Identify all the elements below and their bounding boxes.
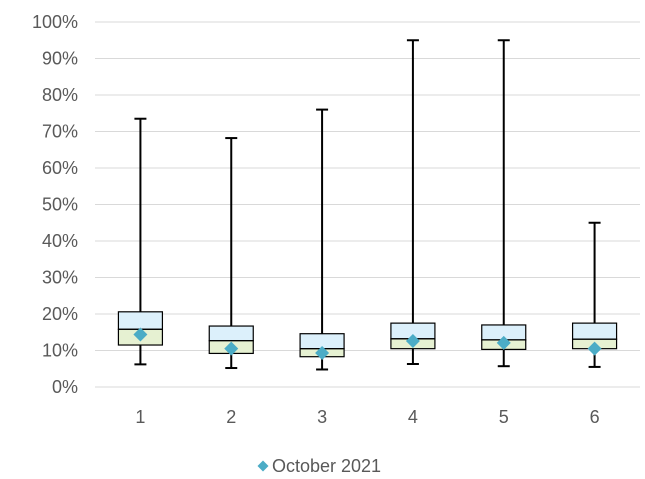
legend-marker-diamond [257, 460, 269, 472]
data-point-marker [587, 341, 602, 356]
legend: October 2021 [257, 456, 381, 476]
x-tick-label: 5 [499, 407, 509, 427]
x-tick-label: 6 [590, 407, 600, 427]
y-tick-label: 80% [42, 85, 78, 105]
y-tick-label: 40% [42, 231, 78, 251]
y-tick-label: 10% [42, 341, 78, 361]
x-tick-label: 3 [317, 407, 327, 427]
data-point-marker [315, 346, 330, 361]
gridlines [95, 21, 640, 388]
box-2 [208, 137, 254, 370]
box-upper-quartile [571, 322, 618, 340]
x-axis-tick-labels: 1 2 3 4 5 6 [135, 407, 599, 427]
legend-label: October 2021 [272, 456, 381, 476]
y-tick-label: 50% [42, 195, 78, 215]
x-tick-label: 1 [135, 407, 145, 427]
box-upper-quartile [117, 311, 164, 330]
box-4 [390, 39, 436, 366]
box-1 [117, 117, 164, 366]
y-tick-label: 70% [42, 122, 78, 142]
y-tick-label: 60% [42, 158, 78, 178]
october-2021-markers [133, 327, 602, 361]
data-point-marker [405, 334, 420, 349]
x-tick-label: 4 [408, 407, 418, 427]
box-3 [299, 108, 345, 371]
y-tick-label: 100% [32, 12, 78, 32]
data-point-marker [224, 341, 239, 356]
y-tick-label: 30% [42, 268, 78, 288]
data-point-marker [496, 335, 511, 350]
y-tick-label: 20% [42, 304, 78, 324]
box-5 [481, 39, 527, 368]
data-point-marker [133, 327, 148, 342]
x-tick-label: 2 [226, 407, 236, 427]
y-tick-label: 90% [42, 49, 78, 69]
y-tick-label: 0% [52, 377, 78, 397]
y-axis-tick-labels: 0% 10% 20% 30% 40% 50% 60% 70% 80% 90% 100% [32, 12, 78, 397]
box-upper-quartile [208, 325, 254, 342]
